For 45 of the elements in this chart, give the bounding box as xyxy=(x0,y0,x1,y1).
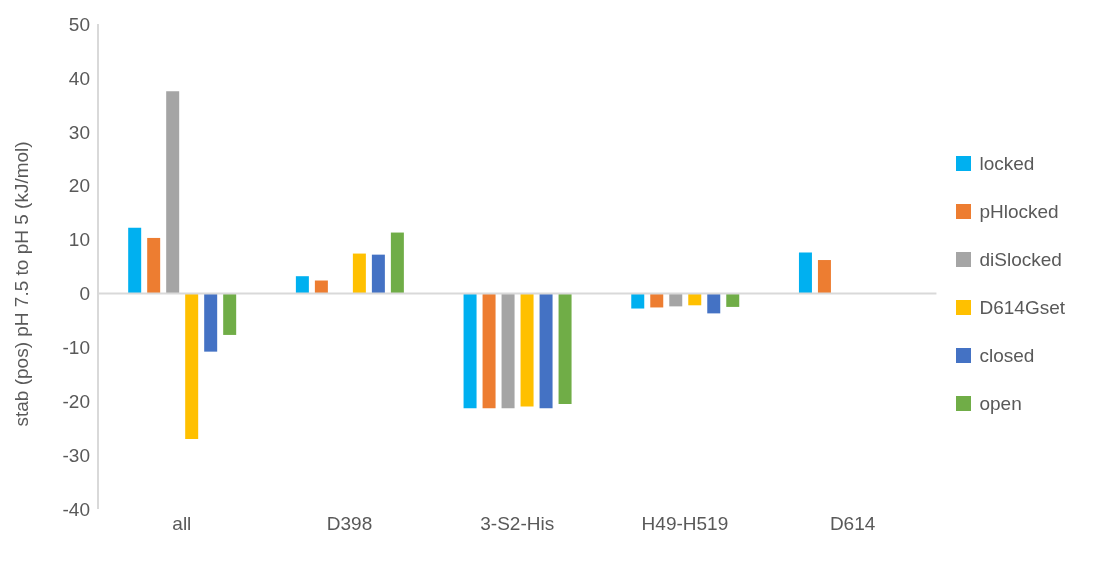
y-tick-label: 50 xyxy=(68,13,90,35)
bar xyxy=(390,232,404,294)
bar xyxy=(223,293,237,335)
bar xyxy=(204,293,218,352)
bar xyxy=(798,252,812,294)
y-axis-title: stab (pos) pH 7.5 to pH 5 (kJ/mol) xyxy=(10,141,32,427)
y-tick-label: -40 xyxy=(62,498,90,520)
legend-label: pHlocked xyxy=(979,200,1059,223)
y-tick-label: 0 xyxy=(79,283,90,305)
bar xyxy=(631,293,645,309)
bar xyxy=(707,293,721,314)
y-tick-label: 40 xyxy=(68,67,90,89)
legend-label: D614Gset xyxy=(979,296,1065,319)
x-tick-label: 3-S2-His xyxy=(480,513,555,535)
bar xyxy=(650,293,664,308)
bar xyxy=(520,293,534,407)
bar xyxy=(352,253,366,294)
bar xyxy=(669,293,683,307)
x-tick-label: H49-H519 xyxy=(641,513,729,535)
legend-label: open xyxy=(979,392,1022,415)
bar xyxy=(371,254,385,294)
bar xyxy=(128,227,142,294)
y-tick-label: -10 xyxy=(62,337,90,359)
bar xyxy=(185,293,199,439)
bar xyxy=(817,260,831,294)
bar xyxy=(463,293,477,409)
bar xyxy=(539,293,553,409)
bar xyxy=(147,237,161,294)
legend-label: diSlocked xyxy=(979,248,1062,271)
bar xyxy=(482,293,496,409)
bar xyxy=(558,293,572,404)
x-tick-label: D398 xyxy=(326,513,373,535)
bar xyxy=(501,293,515,409)
y-tick-label: 30 xyxy=(68,121,90,143)
legend-label: closed xyxy=(979,344,1035,367)
x-tick-label: all xyxy=(172,513,192,535)
y-tick-label: 10 xyxy=(68,229,90,251)
legend-label: locked xyxy=(979,152,1035,175)
bar xyxy=(166,91,180,294)
y-tick-label: 20 xyxy=(68,175,90,197)
bar xyxy=(688,293,702,306)
x-tick-label: D614 xyxy=(829,513,876,535)
y-tick-label: -20 xyxy=(62,390,90,412)
y-tick-label: -30 xyxy=(62,444,90,466)
bar xyxy=(726,293,740,307)
